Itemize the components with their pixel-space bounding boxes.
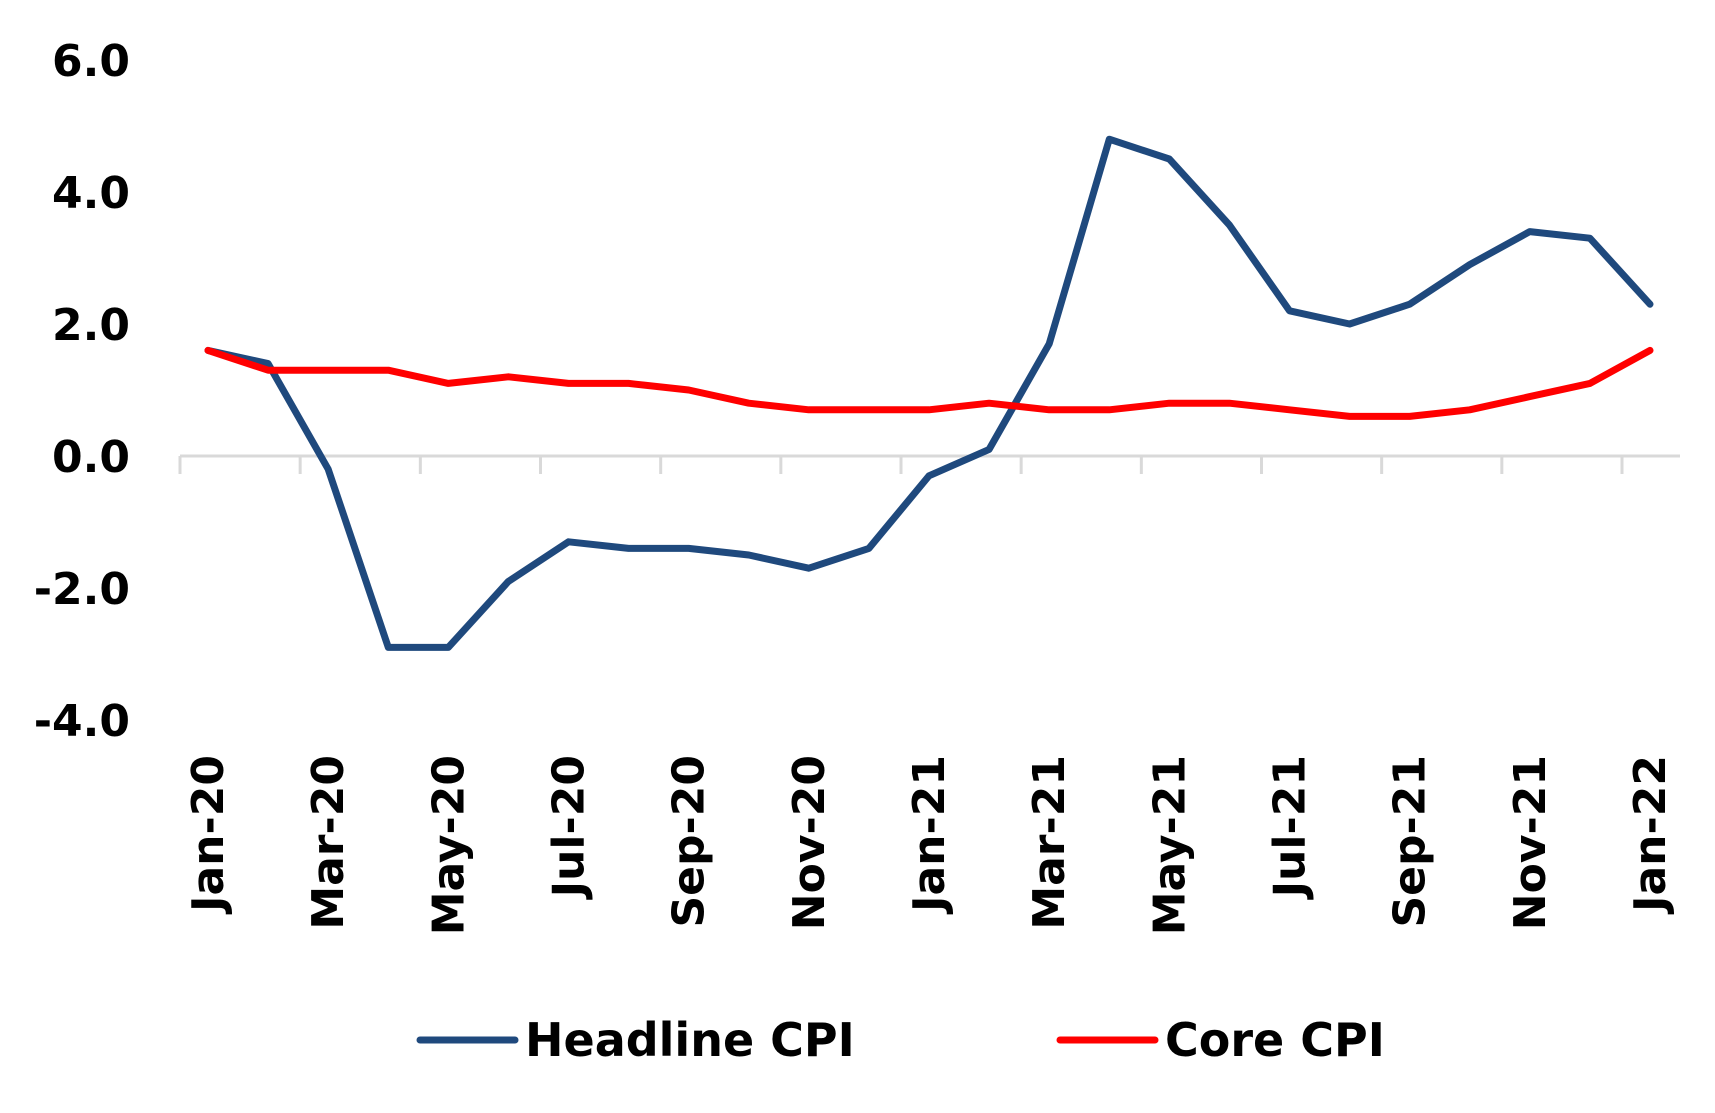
series-line-headline-cpi xyxy=(204,135,1654,651)
plot-area xyxy=(204,135,1654,651)
x-tick-label: Jan-22 xyxy=(1625,755,1676,915)
y-tick-label: -2.0 xyxy=(34,564,130,615)
legend-label: Core CPI xyxy=(1165,1013,1385,1067)
y-tick-label: -4.0 xyxy=(34,696,130,747)
y-tick-label: 4.0 xyxy=(52,168,130,219)
y-tick-label: 6.0 xyxy=(52,36,130,87)
legend-label: Headline CPI xyxy=(525,1013,855,1067)
x-tick-label: Mar-21 xyxy=(1024,755,1075,930)
x-tick-label: Nov-21 xyxy=(1505,755,1556,930)
y-tick-label: 2.0 xyxy=(52,300,130,351)
x-tick-label: Jan-21 xyxy=(904,755,955,915)
legend: Headline CPI Core CPI xyxy=(416,1013,1385,1067)
x-tick-label: Mar-20 xyxy=(303,755,354,930)
x-tick-label: Jan-20 xyxy=(183,755,234,915)
x-axis: Jan-20 Mar-20 May-20 Jul-20 Sep-20 Nov-20 Jan-… xyxy=(178,454,1680,935)
x-tick-label: Jul-21 xyxy=(1265,755,1316,900)
x-tick-label: May-20 xyxy=(423,755,474,935)
x-tick-label: Sep-20 xyxy=(664,755,715,928)
series-line-core-cpi xyxy=(204,346,1654,420)
y-tick-label: 0.0 xyxy=(52,432,130,483)
x-tick-label: May-21 xyxy=(1144,755,1195,935)
x-tick-label: Sep-21 xyxy=(1385,755,1436,928)
x-tick-label: Nov-20 xyxy=(784,755,835,930)
y-axis-tick-labels: 6.0 4.0 2.0 0.0 -2.0 -4.0 xyxy=(34,36,130,747)
x-tick-label: Jul-20 xyxy=(544,755,595,900)
